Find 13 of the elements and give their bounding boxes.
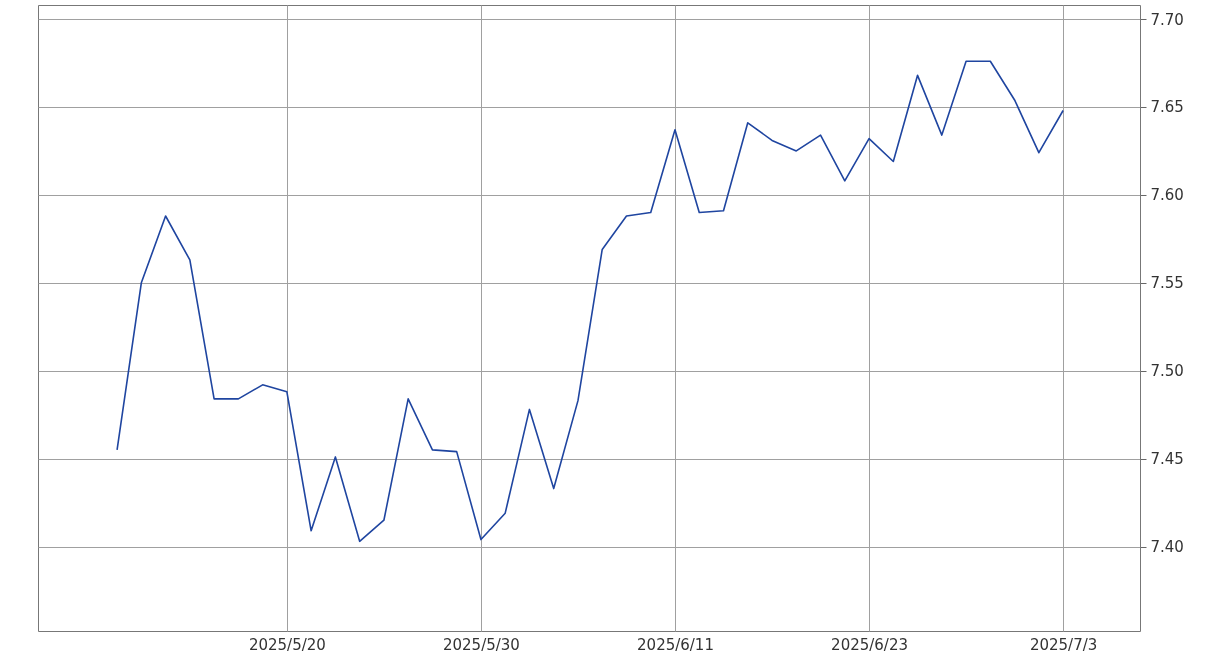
y-tick-label: 7.45 (1150, 450, 1184, 469)
y-tick-label: 7.50 (1150, 362, 1184, 381)
x-tick-label: 2025/6/11 (637, 635, 714, 654)
y-tick-label: 7.60 (1150, 186, 1184, 205)
x-tick-label: 2025/6/23 (831, 635, 909, 654)
y-tick-label: 7.70 (1150, 10, 1184, 29)
y-tick-label: 7.55 (1150, 274, 1184, 293)
x-tick-label: 2025/7/3 (1029, 635, 1098, 654)
y-tick-label: 7.65 (1150, 98, 1184, 117)
line-series (116, 60, 1064, 543)
x-tick-label: 2025/5/20 (248, 635, 326, 654)
x-tick-label: 2025/5/30 (442, 635, 520, 654)
y-tick-label: 7.40 (1150, 538, 1184, 557)
